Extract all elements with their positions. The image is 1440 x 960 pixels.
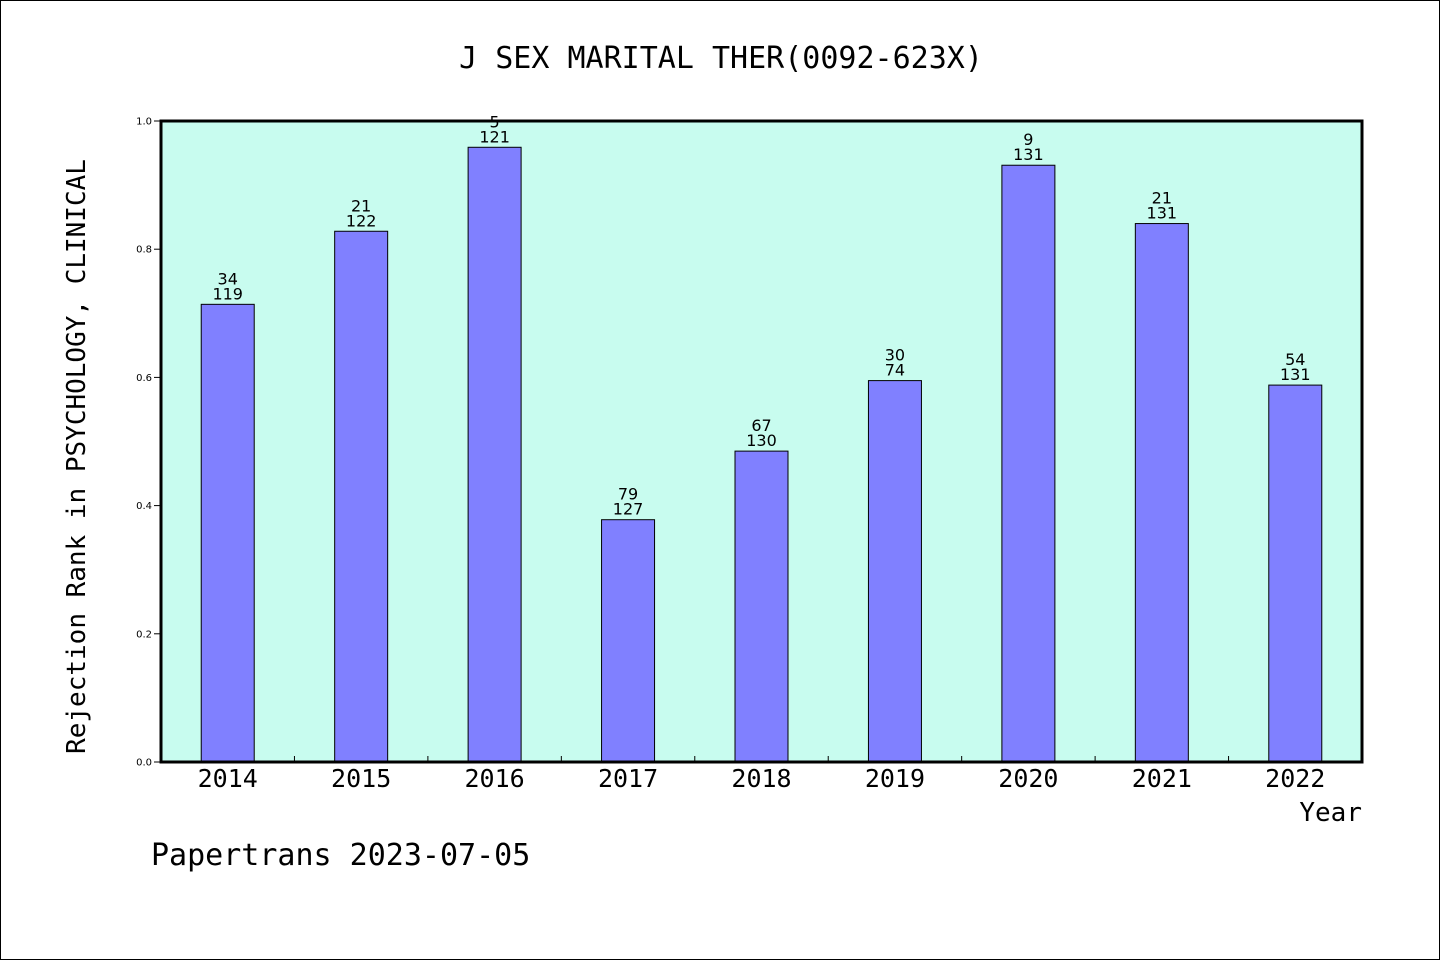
bar-2014	[200, 303, 255, 763]
bar-labels-group: 3411921122512179127671303074913121131541…	[212, 112, 1310, 518]
bar-2016	[467, 146, 522, 763]
bar-2021	[1134, 223, 1189, 763]
bar-total-label-2018: 130	[746, 431, 777, 450]
bar-2018	[734, 450, 789, 763]
bar-rank-label-2015: 21	[351, 196, 371, 215]
x-tick-label-2020: 2020	[998, 764, 1058, 793]
x-tick-label-2021: 2021	[1132, 764, 1192, 793]
x-tick-label-2017: 2017	[598, 764, 658, 793]
bar-2017	[601, 519, 656, 763]
bar-rank-label-2022: 54	[1285, 350, 1305, 369]
bar-total-label-2019: 74	[885, 361, 905, 380]
x-tick-label-2019: 2019	[865, 764, 925, 793]
bar-2022	[1268, 384, 1323, 763]
y-tick-label: 0.6	[136, 373, 152, 384]
bar-total-label-2015: 122	[346, 211, 377, 230]
y-tick-label: 1.0	[136, 117, 152, 128]
bar-rank-label-2017: 79	[618, 485, 638, 504]
bar-total-label-2020: 131	[1013, 145, 1044, 164]
y-tick-label: 0.4	[136, 501, 152, 512]
bar-2020	[1001, 164, 1056, 763]
footer-credit: Papertrans 2023-07-05	[151, 838, 530, 873]
y-tick-label: 0.0	[136, 758, 152, 769]
bar-2019	[867, 380, 922, 763]
x-axis-label: Year	[1299, 798, 1362, 828]
x-axis: 2014 2015 2016 2017 2018 2019 2020 2021 2022	[198, 756, 1325, 793]
x-tick-label-2016: 2016	[465, 764, 525, 793]
x-tick-label-2018: 2018	[731, 764, 791, 793]
x-tick-label-2022: 2022	[1265, 764, 1325, 793]
bar-rank-label-2020: 9	[1023, 130, 1033, 149]
y-tick-label: 0.8	[136, 245, 152, 256]
y-axis: 0.0 0.2 0.4 0.6 0.8 1.0	[136, 117, 161, 769]
bar-rank-label-2014: 34	[218, 269, 238, 288]
chart-title: J SEX MARITAL THER(0092-623X)	[459, 41, 983, 76]
bar-total-label-2017: 127	[613, 500, 644, 519]
y-axis-label: Rejection Rank in PSYCHOLOGY, CLINICAL	[62, 159, 92, 754]
bar-total-label-2021: 131	[1147, 204, 1178, 223]
bar-2015	[334, 230, 389, 763]
x-tick-label-2015: 2015	[331, 764, 391, 793]
bar-rank-label-2021: 21	[1152, 189, 1172, 208]
plot-border	[159, 119, 1364, 764]
bar-total-label-2022: 131	[1280, 365, 1311, 384]
bar-rank-label-2019: 30	[885, 346, 905, 365]
bar-rank-label-2018: 67	[751, 416, 771, 435]
x-tick-label-2014: 2014	[198, 764, 258, 793]
y-tick-label: 0.2	[136, 629, 152, 640]
bars-group	[200, 146, 1323, 763]
bar-total-label-2016: 121	[479, 127, 510, 146]
bar-total-label-2014: 119	[212, 284, 243, 303]
